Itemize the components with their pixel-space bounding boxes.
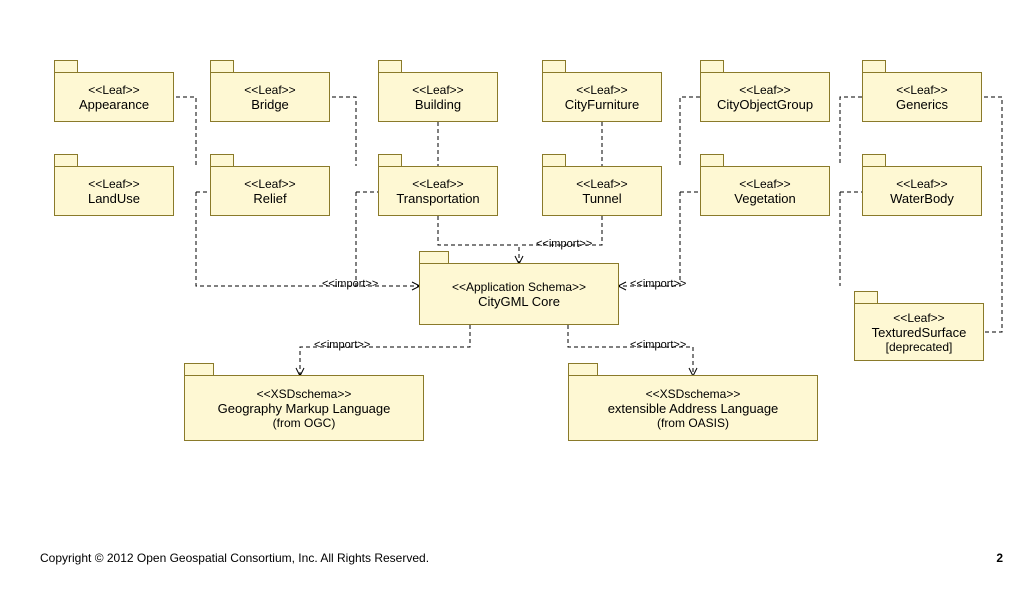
stereotype: <<Leaf>> xyxy=(244,83,295,97)
package-generics: <<Leaf>> Generics xyxy=(862,72,982,122)
package-name: Relief xyxy=(253,191,286,206)
package-name: LandUse xyxy=(88,191,140,206)
package-tab xyxy=(700,60,724,72)
page-number: 2 xyxy=(996,551,1003,565)
package-from: (from OGC) xyxy=(273,416,336,430)
package-cityobjectgroup: <<Leaf>> CityObjectGroup xyxy=(700,72,830,122)
stereotype: <<Application Schema>> xyxy=(452,280,586,294)
edge-label-import-gml: <<import>> xyxy=(314,339,370,351)
package-name: Transportation xyxy=(396,191,479,206)
package-xal: <<XSDschema>> extensible Address Languag… xyxy=(568,375,818,441)
package-name: Appearance xyxy=(79,97,149,112)
package-tab xyxy=(568,363,598,375)
package-transportation: <<Leaf>> Transportation xyxy=(378,166,498,216)
package-tab xyxy=(184,363,214,375)
package-name: Geography Markup Language xyxy=(218,401,391,416)
package-name: Tunnel xyxy=(582,191,621,206)
stereotype: <<Leaf>> xyxy=(412,177,463,191)
copyright-text: Copyright © 2012 Open Geospatial Consort… xyxy=(40,551,429,565)
package-waterbody: <<Leaf>> WaterBody xyxy=(862,166,982,216)
edge-label-import-top: <<import>> xyxy=(536,238,592,250)
stereotype: <<Leaf>> xyxy=(88,83,139,97)
edge-label-import-right: <<import>> xyxy=(630,278,686,290)
package-name: Bridge xyxy=(251,97,289,112)
package-tab xyxy=(378,154,402,166)
stereotype: <<Leaf>> xyxy=(896,177,947,191)
package-tab xyxy=(542,60,566,72)
package-bridge: <<Leaf>> Bridge xyxy=(210,72,330,122)
stereotype: <<Leaf>> xyxy=(576,83,627,97)
stereotype: <<Leaf>> xyxy=(739,83,790,97)
package-name: TexturedSurface xyxy=(872,325,967,340)
package-tab xyxy=(54,154,78,166)
package-name: Building xyxy=(415,97,461,112)
package-tab xyxy=(378,60,402,72)
package-name: CityGML Core xyxy=(478,294,560,309)
stereotype: <<Leaf>> xyxy=(412,83,463,97)
stereotype: <<XSDschema>> xyxy=(257,387,352,401)
package-tab xyxy=(54,60,78,72)
package-tab xyxy=(210,154,234,166)
package-appearance: <<Leaf>> Appearance xyxy=(54,72,174,122)
package-tab xyxy=(419,251,449,263)
package-landuse: <<Leaf>> LandUse xyxy=(54,166,174,216)
package-tab xyxy=(862,60,886,72)
package-gml: <<XSDschema>> Geography Markup Language … xyxy=(184,375,424,441)
package-name: CityFurniture xyxy=(565,97,639,112)
package-cityfurniture: <<Leaf>> CityFurniture xyxy=(542,72,662,122)
package-tab xyxy=(862,154,886,166)
package-tab xyxy=(854,291,878,303)
package-tunnel: <<Leaf>> Tunnel xyxy=(542,166,662,216)
stereotype: <<Leaf>> xyxy=(244,177,295,191)
stereotype: <<Leaf>> xyxy=(893,311,944,325)
stereotype: <<Leaf>> xyxy=(576,177,627,191)
package-relief: <<Leaf>> Relief xyxy=(210,166,330,216)
diagram-canvas: <<Leaf>> Appearance <<Leaf>> Bridge <<Le… xyxy=(0,0,1023,591)
package-extra: [deprecated] xyxy=(886,340,953,354)
edge-label-import-left: <<import>> xyxy=(322,278,378,290)
package-building: <<Leaf>> Building xyxy=(378,72,498,122)
stereotype: <<Leaf>> xyxy=(739,177,790,191)
stereotype: <<Leaf>> xyxy=(88,177,139,191)
package-name: Generics xyxy=(896,97,948,112)
package-name: extensible Address Language xyxy=(608,401,779,416)
package-name: WaterBody xyxy=(890,191,954,206)
package-texturedsurface: <<Leaf>> TexturedSurface [deprecated] xyxy=(854,303,984,361)
stereotype: <<XSDschema>> xyxy=(646,387,741,401)
package-vegetation: <<Leaf>> Vegetation xyxy=(700,166,830,216)
edge-label-import-xal: <<import>> xyxy=(630,339,686,351)
package-from: (from OASIS) xyxy=(657,416,729,430)
stereotype: <<Leaf>> xyxy=(896,83,947,97)
package-tab xyxy=(700,154,724,166)
package-name: Vegetation xyxy=(734,191,795,206)
package-tab xyxy=(542,154,566,166)
package-name: CityObjectGroup xyxy=(717,97,813,112)
package-tab xyxy=(210,60,234,72)
package-citygml-core: <<Application Schema>> CityGML Core xyxy=(419,263,619,325)
